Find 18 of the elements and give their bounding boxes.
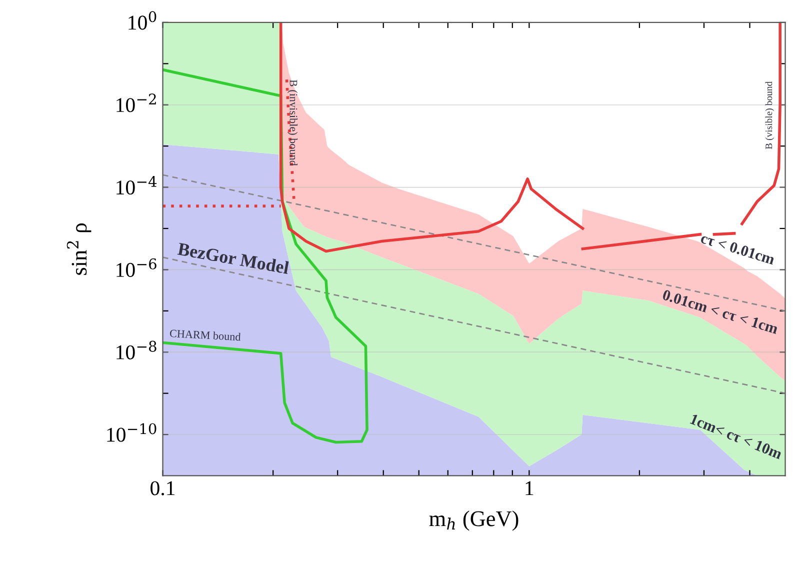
y-tick-label: 10$^{−4}$ bbox=[116, 176, 157, 195]
x-tick-label: 1 bbox=[526, 481, 534, 496]
y-tick-label: 10$^{0}$ bbox=[128, 11, 156, 30]
annotation: B (visible) bound bbox=[765, 81, 774, 150]
y-axis-title: sin$^{2}$ ρ bbox=[66, 223, 92, 275]
annotation: CHARM bound bbox=[170, 329, 241, 341]
line-series bbox=[740, 22, 782, 226]
y-tick-label: 10$^{−6}$ bbox=[116, 258, 156, 277]
y-tick-label: 10$^{−8}$ bbox=[116, 340, 156, 360]
annotation: BezGor Model bbox=[177, 242, 290, 274]
y-tick-label: 10$^{−10}$ bbox=[107, 423, 156, 442]
x-axis-title: m$_{h}$ (GeV) bbox=[429, 510, 518, 531]
annotation: cτ < 0.01cm bbox=[700, 232, 776, 265]
x-tick-label: 0.1 bbox=[150, 481, 175, 496]
annotation: B (invisible) bound bbox=[287, 80, 298, 166]
annotation: 0.01cm < cτ < 1cm bbox=[662, 289, 779, 334]
y-tick-label: 10$^{−2}$ bbox=[116, 94, 156, 112]
annotation: 1cm< cτ < 10m bbox=[690, 414, 784, 460]
